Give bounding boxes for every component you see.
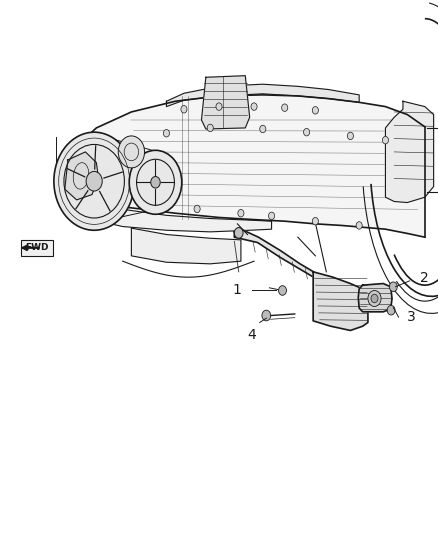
Circle shape [238, 209, 244, 217]
Circle shape [312, 217, 318, 225]
Circle shape [86, 172, 102, 191]
Circle shape [151, 176, 160, 188]
Polygon shape [88, 205, 272, 232]
Circle shape [387, 305, 395, 315]
Polygon shape [201, 76, 250, 129]
Polygon shape [131, 228, 241, 264]
Circle shape [181, 106, 187, 113]
Circle shape [251, 103, 257, 110]
Circle shape [194, 205, 200, 213]
Circle shape [312, 107, 318, 114]
Circle shape [371, 294, 378, 303]
Circle shape [216, 103, 222, 110]
Circle shape [207, 124, 213, 132]
Polygon shape [234, 228, 328, 285]
Circle shape [118, 136, 145, 168]
Text: 4: 4 [247, 328, 256, 342]
Circle shape [260, 125, 266, 133]
Circle shape [279, 286, 286, 295]
Circle shape [304, 128, 310, 136]
Circle shape [389, 282, 397, 292]
Text: 3: 3 [407, 310, 416, 324]
Circle shape [262, 310, 271, 321]
Text: 1: 1 [232, 284, 241, 297]
Circle shape [368, 290, 381, 306]
Text: FWD: FWD [25, 244, 49, 252]
Polygon shape [166, 84, 359, 107]
Polygon shape [358, 284, 392, 312]
FancyBboxPatch shape [21, 240, 53, 256]
Polygon shape [65, 152, 99, 200]
Polygon shape [313, 272, 368, 330]
Circle shape [163, 130, 170, 137]
Polygon shape [385, 101, 434, 203]
Circle shape [234, 228, 243, 238]
Circle shape [356, 222, 362, 229]
Circle shape [129, 150, 182, 214]
Circle shape [347, 132, 353, 140]
Circle shape [282, 104, 288, 111]
Text: 2: 2 [420, 271, 429, 285]
Circle shape [382, 136, 389, 144]
Circle shape [54, 132, 134, 230]
Polygon shape [79, 95, 425, 237]
Circle shape [268, 212, 275, 220]
